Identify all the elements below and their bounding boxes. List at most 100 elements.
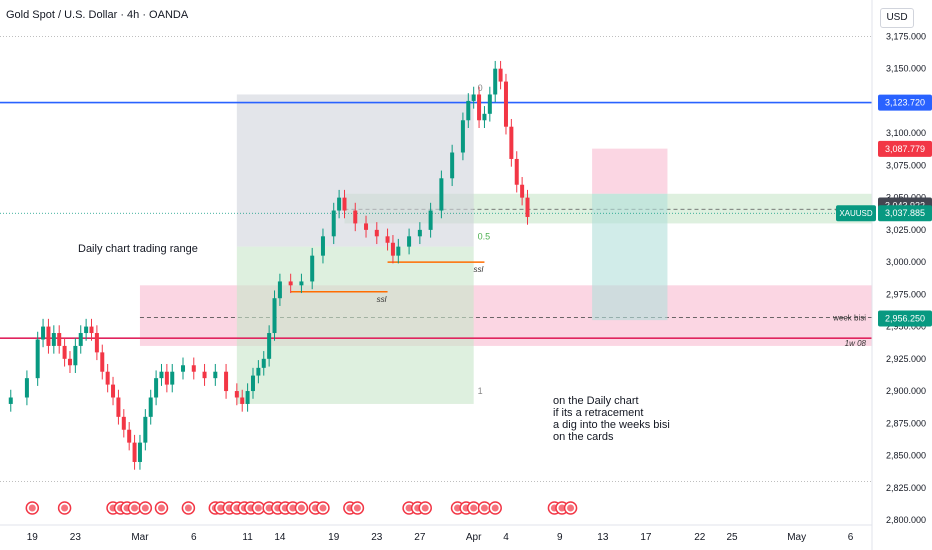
candle-body [466,100,471,121]
candle-body [385,236,390,243]
level-note: 1w 08 [845,339,867,348]
x-tick-label: 23 [70,532,82,543]
candle-body [509,126,514,159]
candle-body [51,333,56,346]
candle-body [498,68,503,82]
event-flag-dot [157,504,165,512]
candle-body [353,210,358,224]
y-tick-label: 2,800.000 [886,515,926,525]
event-flag-dot [558,504,566,512]
event-flag-dot [297,504,305,512]
x-tick-label: 4 [503,532,509,543]
x-tick-label: 14 [274,532,286,543]
candle-body [514,158,519,185]
y-tick-label: 2,850.000 [886,451,926,461]
event-flag-dot [265,504,273,512]
candle-body [121,416,126,430]
candle-body [8,397,13,404]
candle-body [67,358,72,366]
candle-body [137,442,142,462]
candle-body [154,378,159,398]
candle-body [337,197,342,211]
candle-body [62,345,67,359]
candle-body [159,371,164,379]
candle-body [35,339,40,379]
candle-body [256,367,261,376]
candle-body [417,229,422,237]
x-tick-label: 6 [191,532,197,543]
y-tick-label: 3,175.000 [886,31,926,41]
x-tick-label: 13 [597,532,609,543]
candle-body [261,358,266,368]
x-tick-label: 19 [27,532,39,543]
event-flag-dot [470,504,478,512]
candle-body [111,384,116,398]
y-tick-label: 3,075.000 [886,160,926,170]
candle-body [89,326,94,334]
y-tick-label: 2,875.000 [886,418,926,428]
x-tick-label: 6 [848,532,854,543]
event-flag-dot [353,504,361,512]
event-flag-dot [421,504,429,512]
y-tick-label: 3,025.000 [886,225,926,235]
y-tick-label: 2,925.000 [886,354,926,364]
event-flag-dot [405,504,413,512]
price-label: 3,037.885 [885,208,925,218]
candle-body [439,178,444,211]
event-flag-dot [289,504,297,512]
event-flag-dot [567,504,575,512]
candle-body [277,281,282,299]
candle-body [191,365,196,372]
price-label-box [878,94,932,111]
event-flag-dot [61,504,69,512]
candle-body [482,113,487,121]
candle-body [116,397,121,417]
x-tick-label: 23 [371,532,383,543]
price-label-box [878,140,932,157]
candle-body [342,197,347,211]
candle-body [493,68,498,95]
candle-body [46,326,51,346]
candle-body [127,429,132,443]
x-tick-label: 27 [414,532,426,543]
price-label: 2,956.250 [885,314,925,324]
candle-body [143,416,148,443]
candle-body [267,333,272,359]
y-tick-label: 3,150.000 [886,64,926,74]
x-tick-label: 9 [557,532,563,543]
symbol-tag: XAUUSD [839,209,873,218]
y-tick-label: 3,000.000 [886,257,926,267]
x-tick-label: May [787,532,806,543]
annotation-note-line: on the cards [553,431,614,443]
y-tick-label: 2,975.000 [886,289,926,299]
fib-label: 0 [478,83,483,93]
y-tick-label: 2,825.000 [886,483,926,493]
candle-body [407,236,412,247]
candle-body [390,242,395,256]
candle-body [428,210,433,230]
candle-body [331,210,336,237]
candle-body [132,442,137,462]
candle-body [460,120,465,153]
fib-label: 0.5 [478,231,491,241]
y-tick-label: 2,950.000 [886,322,926,332]
candle-body [148,397,153,417]
candle-body [364,223,369,230]
event-flag-dot [454,504,462,512]
x-tick-label: Mar [131,532,149,543]
candle-body [310,255,315,282]
candle-body [84,326,89,334]
ssl-label: ssl [474,265,484,274]
candle-body [73,345,78,366]
zone-range-green [236,246,474,404]
candle-body [288,281,293,286]
currency-button[interactable]: USD [880,8,914,28]
candle-body [105,371,110,385]
annotation-note-line: if its a retracement [553,407,643,419]
zone-stop [592,193,668,321]
event-flag-dot [217,504,225,512]
zone-target [592,148,668,194]
x-tick-label: 25 [726,532,738,543]
